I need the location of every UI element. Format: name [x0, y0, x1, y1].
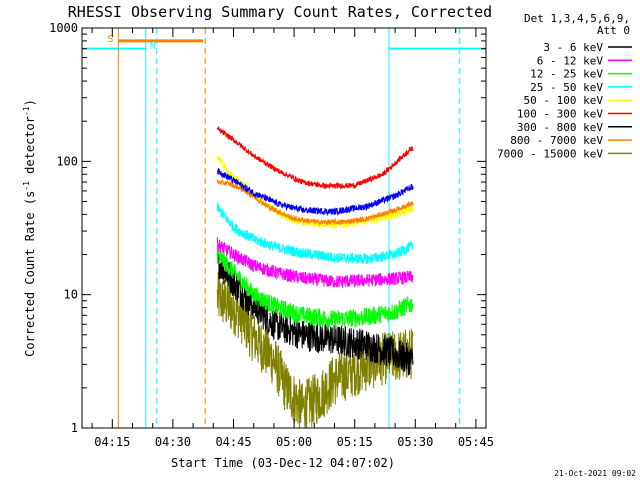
x-tick-label: 04:30	[155, 435, 191, 449]
legend-header-line-1: Det 1,3,4,5,6,9,	[524, 12, 630, 25]
x-tick-label: 05:15	[337, 435, 373, 449]
chart-title: RHESSI Observing Summary Count Rates, Co…	[68, 3, 492, 21]
y-tick-label: 1000	[49, 21, 78, 35]
legend-label: 50 - 100 keV	[524, 94, 604, 107]
series-line-25-50-kev	[216, 202, 414, 265]
x-tick-label: 04:15	[94, 435, 130, 449]
series-line-3-6-kev	[216, 248, 414, 376]
x-axis-label: Start Time (03-Dec-12 04:07:02)	[171, 456, 395, 470]
ylabel-mid: detector	[23, 116, 37, 181]
x-tick-label: 04:45	[215, 435, 251, 449]
svg-text:Corrected Count Rate (s-1 dete: Corrected Count Rate (s-1 detector-1)	[22, 99, 37, 357]
y-tick-label: 1	[71, 421, 78, 435]
legend-header-line-2: Att 0	[597, 24, 630, 37]
ylabel-exp1: -1	[22, 181, 31, 191]
legend-label: 300 - 800 keV	[517, 121, 603, 134]
legend-label: 12 - 25 keV	[530, 68, 603, 81]
legend-label: 7000 - 15000 keV	[497, 147, 603, 160]
series-line-blue-rate	[216, 168, 414, 217]
annotation-n: N	[150, 41, 156, 52]
series-line-100-300-kev	[216, 125, 414, 190]
ylabel-end: )	[23, 99, 37, 106]
legend-label: 25 - 50 keV	[530, 81, 603, 94]
legend-label: 100 - 300 keV	[517, 108, 603, 121]
legend-label: 3 - 6 keV	[543, 41, 603, 54]
timestamp: 21-Oct-2021 09:02	[554, 469, 636, 478]
x-tick-label: 05:45	[458, 435, 494, 449]
ylabel-main: Corrected Count Rate (s	[23, 191, 37, 357]
legend-label: 800 - 7000 keV	[510, 134, 603, 147]
legend-label: 6 - 12 keV	[537, 54, 604, 67]
y-tick-label: 10	[64, 288, 78, 302]
series-line-6-12-kev	[216, 237, 414, 288]
plot-frame	[81, 27, 487, 429]
series-line-12-25-kev	[216, 250, 414, 329]
annotation-s: S	[107, 34, 113, 45]
y-tick-label: 100	[56, 154, 78, 168]
series-line-7000-15000-kev	[216, 271, 414, 429]
x-tick-label: 05:30	[397, 435, 433, 449]
y-axis-label: Corrected Count Rate (s-1 detector-1)	[22, 99, 37, 357]
x-tick-label: 05:00	[276, 435, 312, 449]
ylabel-exp2: -1	[22, 106, 31, 116]
